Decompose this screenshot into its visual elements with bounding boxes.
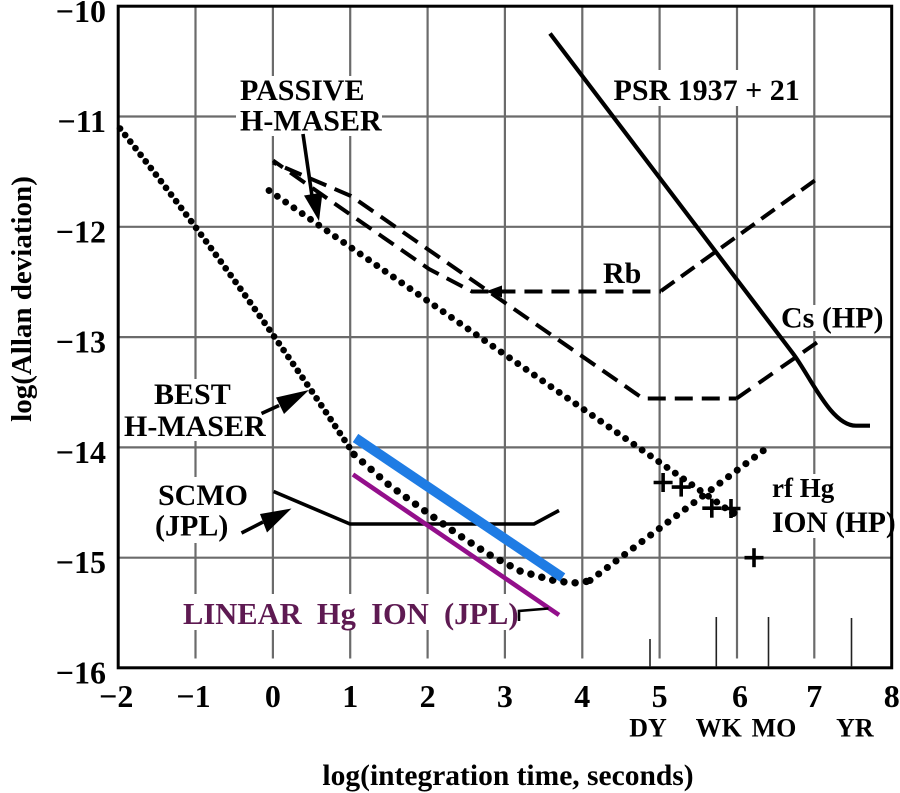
svg-text:PASSIVE: PASSIVE bbox=[240, 74, 364, 107]
svg-text:MO: MO bbox=[752, 714, 797, 743]
svg-text:(JPL): (JPL) bbox=[155, 510, 228, 543]
svg-text:−2: −2 bbox=[99, 678, 133, 714]
svg-text:−14: −14 bbox=[56, 434, 106, 470]
svg-text:PSR 1937 + 21: PSR 1937 + 21 bbox=[614, 74, 800, 107]
svg-text:Cs (HP): Cs (HP) bbox=[781, 302, 883, 335]
svg-text:−10: −10 bbox=[56, 0, 106, 29]
svg-text:−1: −1 bbox=[176, 678, 210, 714]
svg-text:0: 0 bbox=[265, 678, 281, 714]
svg-text:−12: −12 bbox=[56, 213, 106, 249]
svg-text:LINEAR Hg ION (JPL): LINEAR Hg ION (JPL) bbox=[183, 597, 519, 631]
svg-text:−11: −11 bbox=[58, 103, 106, 139]
svg-text:7: 7 bbox=[806, 678, 822, 714]
svg-text:log(integration time, seconds): log(integration time, seconds) bbox=[322, 760, 693, 792]
svg-text:4: 4 bbox=[574, 678, 590, 714]
svg-text:−16: −16 bbox=[56, 655, 106, 691]
svg-text:log(Allan deviation): log(Allan deviation) bbox=[6, 176, 38, 422]
svg-text:BEST: BEST bbox=[154, 378, 231, 411]
svg-text:WK: WK bbox=[696, 714, 743, 743]
svg-text:H-MASER: H-MASER bbox=[240, 105, 382, 138]
svg-text:SCMO: SCMO bbox=[158, 479, 248, 512]
svg-text:rf Hg: rf Hg bbox=[772, 473, 835, 503]
svg-text:2: 2 bbox=[420, 678, 436, 714]
svg-text:−13: −13 bbox=[56, 324, 106, 360]
svg-text:5: 5 bbox=[652, 678, 668, 714]
svg-text:YR: YR bbox=[836, 714, 874, 743]
svg-text:ION (HP): ION (HP) bbox=[772, 507, 896, 539]
svg-text:6: 6 bbox=[732, 678, 748, 714]
svg-text:H-MASER: H-MASER bbox=[124, 410, 266, 443]
svg-text:Rb: Rb bbox=[603, 257, 641, 290]
svg-text:1: 1 bbox=[342, 678, 358, 714]
svg-text:8: 8 bbox=[884, 678, 900, 714]
svg-text:−15: −15 bbox=[56, 544, 106, 580]
svg-text:DY: DY bbox=[629, 714, 667, 743]
svg-text:3: 3 bbox=[497, 678, 513, 714]
